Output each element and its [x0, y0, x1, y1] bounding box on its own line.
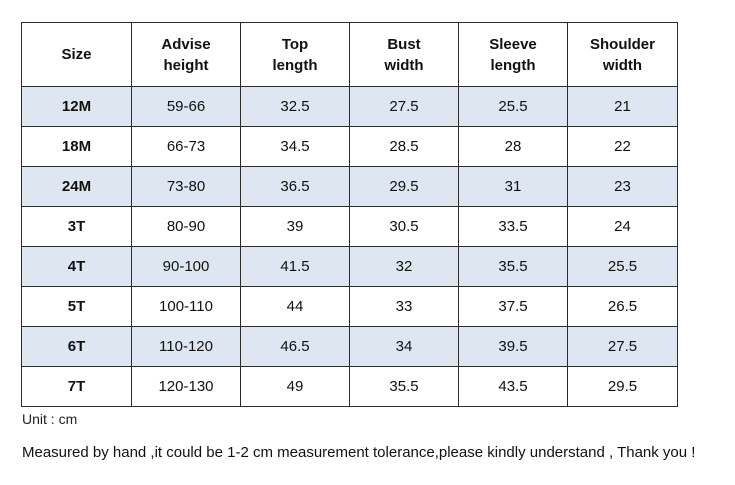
advise-height-cell: 59-66: [131, 86, 241, 127]
shoulder-width-cell: 27.5: [567, 326, 678, 367]
shoulder-width-cell: 26.5: [567, 286, 678, 327]
top-length-cell: 44: [240, 286, 350, 327]
shoulder-width-cell: 21: [567, 86, 678, 127]
advise-height-cell: 66-73: [131, 126, 241, 167]
size-cell: 6T: [21, 326, 132, 367]
table-row: 12M 59-66 32.5 27.5 25.5 21: [21, 86, 678, 127]
table-row: 24M 73-80 36.5 29.5 31 23: [21, 166, 678, 207]
header-row: Size Advise height Top length Bust width…: [21, 22, 678, 87]
table-row: 7T 120-130 49 35.5 43.5 29.5: [21, 366, 678, 407]
shoulder-width-cell: 24: [567, 206, 678, 247]
top-length-cell: 41.5: [240, 246, 350, 287]
sleeve-length-cell: 35.5: [458, 246, 568, 287]
advise-height-cell: 110-120: [131, 326, 241, 367]
size-cell: 3T: [21, 206, 132, 247]
advise-height-cell: 100-110: [131, 286, 241, 327]
header-size: Size: [21, 22, 132, 87]
advise-height-cell: 90-100: [131, 246, 241, 287]
bust-width-cell: 29.5: [349, 166, 459, 207]
advise-height-cell: 80-90: [131, 206, 241, 247]
bust-width-cell: 32: [349, 246, 459, 287]
top-length-cell: 46.5: [240, 326, 350, 367]
advise-height-cell: 73-80: [131, 166, 241, 207]
shoulder-width-cell: 22: [567, 126, 678, 167]
sleeve-length-cell: 37.5: [458, 286, 568, 327]
header-advise-height: Advise height: [131, 22, 241, 87]
table-row: 5T 100-110 44 33 37.5 26.5: [21, 286, 678, 327]
table-row: 18M 66-73 34.5 28.5 28 22: [21, 126, 678, 167]
shoulder-width-cell: 25.5: [567, 246, 678, 287]
size-cell: 4T: [21, 246, 132, 287]
top-length-cell: 39: [240, 206, 350, 247]
top-length-cell: 34.5: [240, 126, 350, 167]
size-cell: 7T: [21, 366, 132, 407]
header-shoulder-width: Shoulder width: [567, 22, 678, 87]
unit-note: Unit : cm: [22, 411, 78, 427]
bust-width-cell: 33: [349, 286, 459, 327]
sleeve-length-cell: 31: [458, 166, 568, 207]
sleeve-length-cell: 28: [458, 126, 568, 167]
measurement-tolerance-note: Measured by hand ,it could be 1-2 cm mea…: [22, 444, 696, 461]
sleeve-length-cell: 25.5: [458, 86, 568, 127]
size-cell: 24M: [21, 166, 132, 207]
bust-width-cell: 28.5: [349, 126, 459, 167]
sleeve-length-cell: 33.5: [458, 206, 568, 247]
table-row: 4T 90-100 41.5 32 35.5 25.5: [21, 246, 678, 287]
table-row: 6T 110-120 46.5 34 39.5 27.5: [21, 326, 678, 367]
bust-width-cell: 27.5: [349, 86, 459, 127]
table-row: 3T 80-90 39 30.5 33.5 24: [21, 206, 678, 247]
top-length-cell: 36.5: [240, 166, 350, 207]
sleeve-length-cell: 39.5: [458, 326, 568, 367]
shoulder-width-cell: 23: [567, 166, 678, 207]
size-cell: 18M: [21, 126, 132, 167]
size-chart-table: Size Advise height Top length Bust width…: [21, 22, 678, 407]
sleeve-length-cell: 43.5: [458, 366, 568, 407]
size-cell: 12M: [21, 86, 132, 127]
top-length-cell: 32.5: [240, 86, 350, 127]
size-cell: 5T: [21, 286, 132, 327]
bust-width-cell: 34: [349, 326, 459, 367]
header-sleeve-length: Sleeve length: [458, 22, 568, 87]
header-top-length: Top length: [240, 22, 350, 87]
top-length-cell: 49: [240, 366, 350, 407]
bust-width-cell: 35.5: [349, 366, 459, 407]
bust-width-cell: 30.5: [349, 206, 459, 247]
header-bust-width: Bust width: [349, 22, 459, 87]
shoulder-width-cell: 29.5: [567, 366, 678, 407]
advise-height-cell: 120-130: [131, 366, 241, 407]
